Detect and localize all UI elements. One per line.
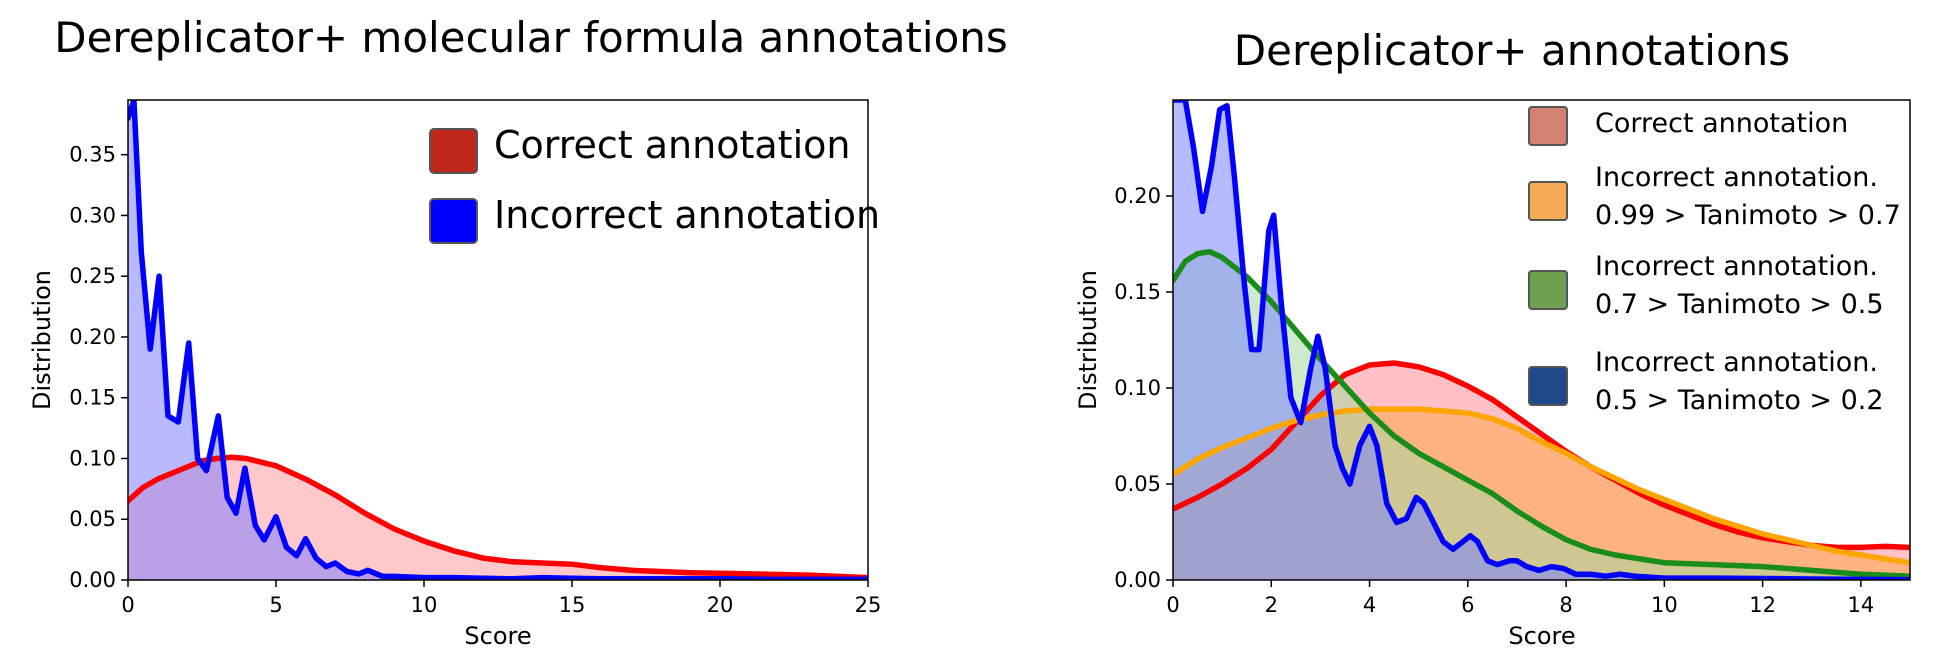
y-tick-label: 0.10 [69,446,116,470]
chart-left-frame [127,99,869,581]
y-tick-label: 0.20 [69,325,116,349]
x-tick-label: 15 [559,593,586,617]
chart-right-x-axis: 0 2 4 6 8 10 12 14 [1166,580,1874,617]
x-tick-label: 20 [707,593,734,617]
y-tick-label: 0.05 [1114,472,1161,496]
legend-label-2: Incorrect annotation. 0.7 > Tanimoto > 0.… [1595,251,1884,320]
line-right-series-3 [1173,100,1910,580]
x-tick-label: 12 [1749,593,1776,617]
chart-left-legend: Correct annotation Incorrect annotation [429,123,880,244]
y-tick-label: 0.25 [69,264,116,288]
y-tick-label: 0.15 [69,386,116,410]
x-tick-label: 4 [1363,593,1376,617]
chart-right-y-label: Distribution [1074,270,1102,410]
legend-swatch-3 [1528,366,1568,406]
x-tick-label: 8 [1559,593,1572,617]
chart-right-x-label: Score [1508,622,1575,650]
y-tick-label: 0.10 [1114,376,1161,400]
x-tick-label: 10 [1651,593,1678,617]
y-tick-label: 0.00 [69,568,116,592]
x-tick-label: 0 [1166,593,1179,617]
y-tick-label: 0.35 [69,143,116,167]
chart-right-lines [1173,100,1910,580]
y-tick-label: 0.30 [69,203,116,227]
legend-label-correct: Correct annotation [494,123,850,167]
chart-right-title: Dereplicator+ annotations [1234,26,1790,75]
line-right-series-1 [1173,406,1910,566]
chart-right-y-axis: 0.00 0.05 0.10 0.15 0.20 [1114,184,1173,592]
chart-left-y-axis: 0.00 0.05 0.10 0.15 0.20 0.25 0.30 0.35 [69,143,128,592]
chart-left-lines [128,100,868,580]
area-left-series-1 [128,100,868,580]
legend-swatch-incorrect [429,198,478,244]
chart-right: Dereplicator+ annotations 0 2 4 6 8 10 12 14 0.… [1074,26,1911,650]
chart-right-legend: Correct annotation Incorrect annotation. 0… [1528,106,1901,416]
legend-label-0: Correct annotation [1595,108,1848,139]
y-tick-label: 0.15 [1114,280,1161,304]
x-tick-label: 0 [121,593,134,617]
y-tick-label: 0.20 [1114,184,1161,208]
legend-swatch-1 [1528,181,1568,221]
legend-swatch-0 [1528,106,1568,146]
chart-left: Dereplicator+ molecular formula annotati… [28,13,1008,650]
chart-left-x-axis: 0 5 10 15 20 25 [121,580,881,617]
legend-swatch-correct [429,128,478,174]
legend-label-incorrect: Incorrect annotation [494,193,880,237]
chart-left-x-label: Score [464,622,531,650]
legend-label-1: Incorrect annotation. 0.99 > Tanimoto > 0… [1595,162,1901,231]
x-tick-label: 5 [269,593,282,617]
x-tick-label: 14 [1847,593,1874,617]
legend-swatch-2 [1528,270,1568,310]
y-tick-label: 0.05 [69,507,116,531]
x-tick-label: 25 [855,593,882,617]
chart-left-title: Dereplicator+ molecular formula annotati… [54,13,1008,62]
legend-label-3: Incorrect annotation. 0.5 > Tanimoto > 0.… [1595,347,1884,416]
x-tick-label: 6 [1461,593,1474,617]
chart-right-frame [1172,99,1911,581]
line-right-series-2 [1173,248,1910,579]
x-tick-label: 10 [411,593,438,617]
line-left-series-1 [128,100,868,580]
y-tick-label: 0.00 [1114,568,1161,592]
x-tick-label: 2 [1265,593,1278,617]
chart-left-y-label: Distribution [28,270,56,410]
